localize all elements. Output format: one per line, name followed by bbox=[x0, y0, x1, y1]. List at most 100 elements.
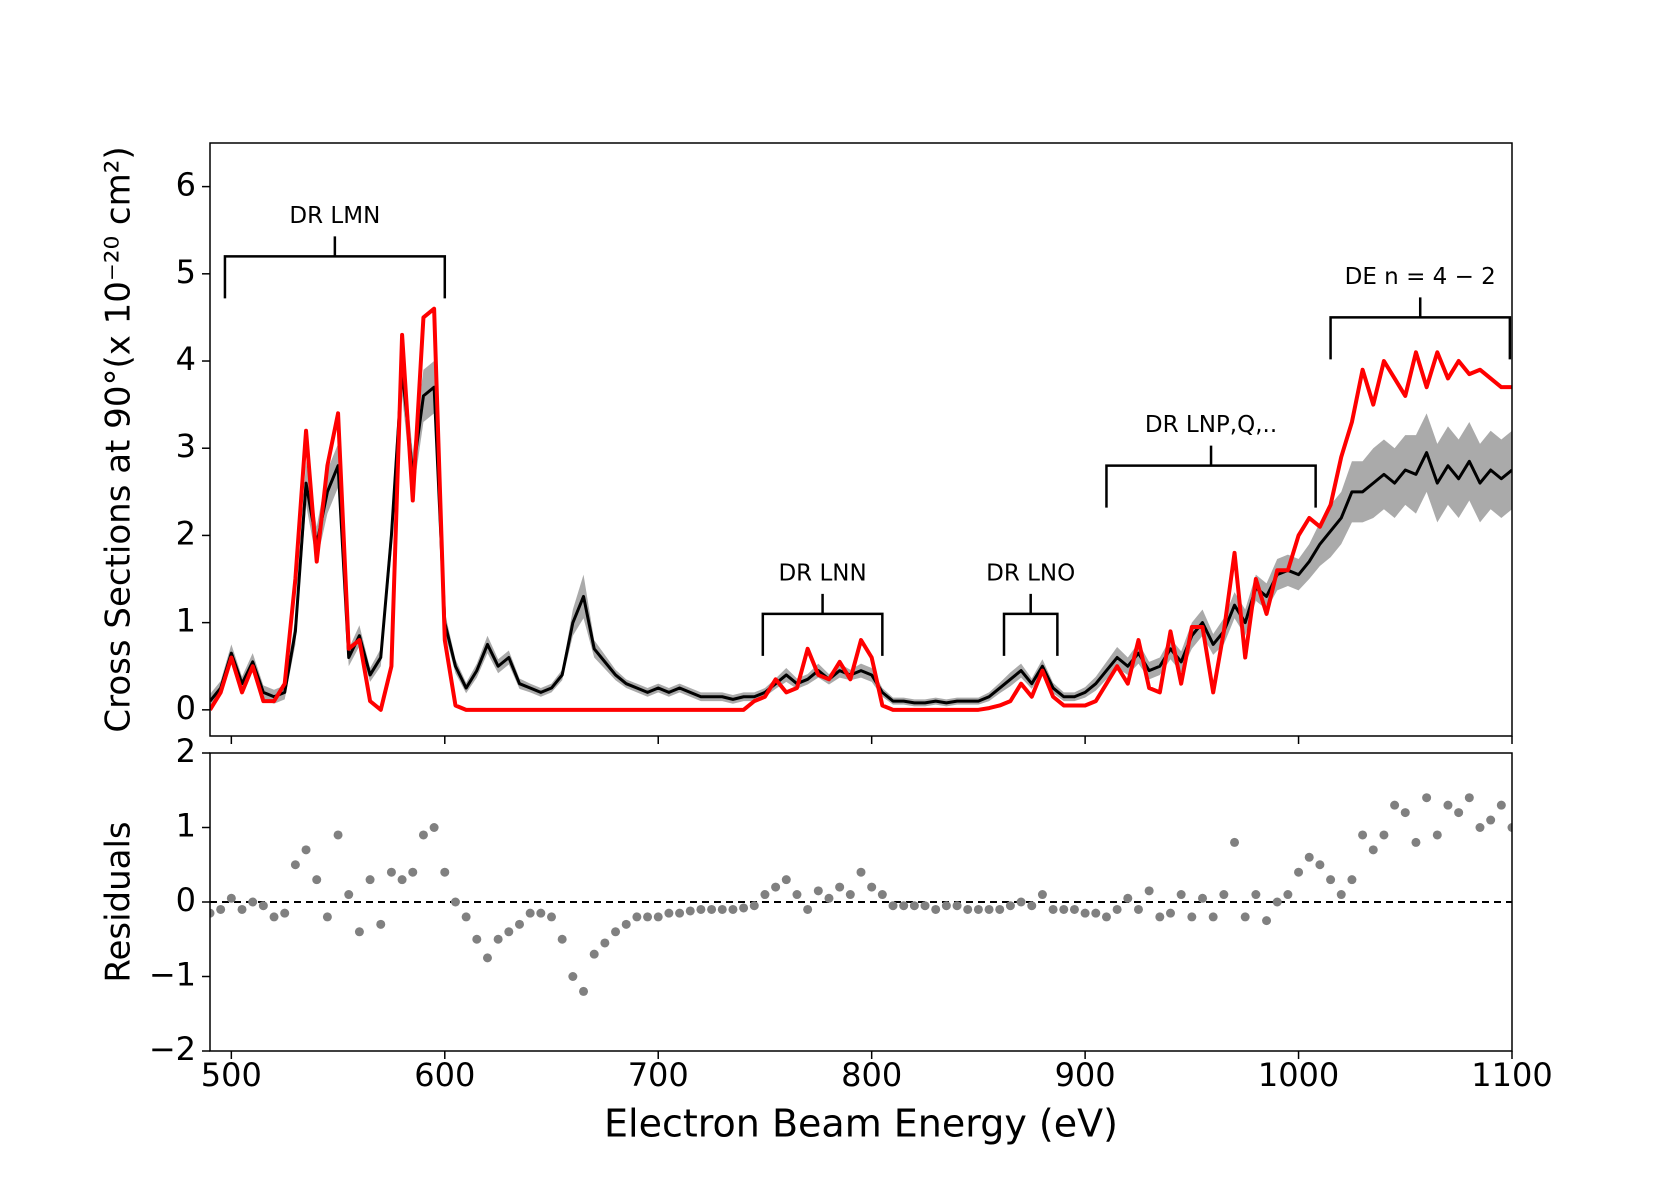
residual-point bbox=[1251, 890, 1261, 900]
x-tick-label: 500 bbox=[201, 1056, 262, 1094]
y-tick-label: 2 bbox=[176, 732, 196, 770]
y-axis-label: Cross Sections at 90°(x 10⁻²⁰ cm²) bbox=[99, 146, 139, 732]
residual-point bbox=[803, 904, 813, 914]
residual-point bbox=[931, 904, 941, 914]
x-tick-label: 800 bbox=[841, 1056, 902, 1094]
residual-point bbox=[728, 904, 738, 914]
y-tick-label: 0 bbox=[176, 689, 196, 727]
residual-point bbox=[1411, 837, 1421, 847]
annotation-label: DR LMN bbox=[289, 203, 380, 229]
residual-point bbox=[1496, 800, 1506, 810]
annotation-bracket bbox=[761, 593, 884, 656]
residual-point bbox=[1059, 904, 1069, 914]
residual-point bbox=[952, 901, 962, 911]
residual-point bbox=[888, 901, 898, 911]
residual-point bbox=[269, 912, 279, 922]
residual-point bbox=[867, 882, 877, 892]
residual-point bbox=[856, 867, 866, 877]
residual-point bbox=[1272, 897, 1282, 907]
residual-point bbox=[696, 904, 706, 914]
residual-point bbox=[973, 904, 983, 914]
annotation-bracket bbox=[1105, 445, 1317, 508]
residual-point bbox=[1112, 904, 1122, 914]
residual-point bbox=[685, 906, 695, 916]
residual-point bbox=[1464, 793, 1474, 803]
residual-point bbox=[461, 912, 471, 922]
residual-point bbox=[1379, 830, 1389, 840]
residual-point bbox=[216, 904, 226, 914]
residual-point bbox=[333, 830, 343, 840]
residual-point bbox=[1005, 901, 1015, 911]
residual-point bbox=[835, 882, 845, 892]
residual-point bbox=[258, 901, 268, 911]
residual-point bbox=[557, 934, 567, 944]
residual-point bbox=[536, 908, 546, 918]
annotation-label: DE n = 4 − 2 bbox=[1345, 264, 1496, 290]
residual-point bbox=[1422, 793, 1432, 803]
residual-point bbox=[386, 867, 396, 877]
residual-point bbox=[1133, 904, 1143, 914]
residual-point bbox=[301, 845, 311, 855]
residual-point bbox=[1048, 904, 1058, 914]
residual-point bbox=[845, 890, 855, 900]
residual-point bbox=[771, 882, 781, 892]
residual-point bbox=[899, 901, 909, 911]
residual-point bbox=[1101, 912, 1111, 922]
residual-point bbox=[1123, 893, 1133, 903]
y-tick-label: 0 bbox=[176, 881, 196, 919]
residual-point bbox=[397, 875, 407, 885]
x-axis-label: Electron Beam Energy (eV) bbox=[604, 1102, 1118, 1146]
residual-point bbox=[1294, 867, 1304, 877]
residual-point bbox=[717, 904, 727, 914]
y-tick-label: 3 bbox=[176, 427, 196, 465]
residual-point bbox=[675, 908, 685, 918]
x-tick-label: 700 bbox=[628, 1056, 689, 1094]
residual-point bbox=[1304, 852, 1314, 862]
residual-point bbox=[248, 897, 258, 907]
residual-point bbox=[1240, 912, 1250, 922]
residual-point bbox=[1208, 912, 1218, 922]
residual-point bbox=[1326, 875, 1336, 885]
residual-point bbox=[920, 901, 930, 911]
residual-point bbox=[547, 912, 557, 922]
residual-point bbox=[621, 919, 631, 929]
residual-point bbox=[210, 908, 215, 918]
residual-point bbox=[1507, 823, 1512, 832]
residual-point bbox=[429, 823, 439, 832]
y-tick-label: 4 bbox=[176, 340, 196, 378]
residual-point bbox=[1315, 860, 1325, 870]
residual-point bbox=[1390, 800, 1400, 810]
y-tick-label: −2 bbox=[149, 1030, 196, 1068]
residual-point bbox=[664, 908, 674, 918]
residual-point bbox=[376, 919, 386, 929]
x-tick-label: 600 bbox=[414, 1056, 475, 1094]
residual-point bbox=[749, 901, 759, 911]
y-tick-label: 6 bbox=[176, 166, 196, 204]
series-line bbox=[210, 368, 1512, 705]
plot-area bbox=[210, 793, 1512, 996]
residual-point bbox=[877, 890, 887, 900]
y-tick-label: −1 bbox=[149, 956, 196, 994]
y-axis-label: Residuals bbox=[99, 821, 139, 982]
residual-point bbox=[1069, 904, 1079, 914]
residual-point bbox=[226, 893, 236, 903]
residual-point bbox=[1219, 890, 1229, 900]
x-tick-label: 900 bbox=[1055, 1056, 1116, 1094]
residual-point bbox=[1432, 830, 1442, 840]
residual-point bbox=[493, 934, 503, 944]
residual-point bbox=[514, 919, 524, 929]
residual-point bbox=[344, 890, 354, 900]
residual-point bbox=[1176, 890, 1186, 900]
residual-point bbox=[781, 875, 791, 885]
residual-point bbox=[450, 897, 460, 907]
axes-frame bbox=[209, 752, 1513, 1052]
residual-point bbox=[1358, 830, 1368, 840]
residual-point bbox=[600, 938, 610, 948]
residual-point bbox=[813, 886, 823, 896]
residual-point bbox=[1283, 890, 1293, 900]
residual-point bbox=[909, 901, 919, 911]
residual-point bbox=[1165, 908, 1175, 918]
residual-point bbox=[1454, 808, 1464, 818]
annotation-label: DR LNP,Q,.. bbox=[1145, 412, 1277, 438]
